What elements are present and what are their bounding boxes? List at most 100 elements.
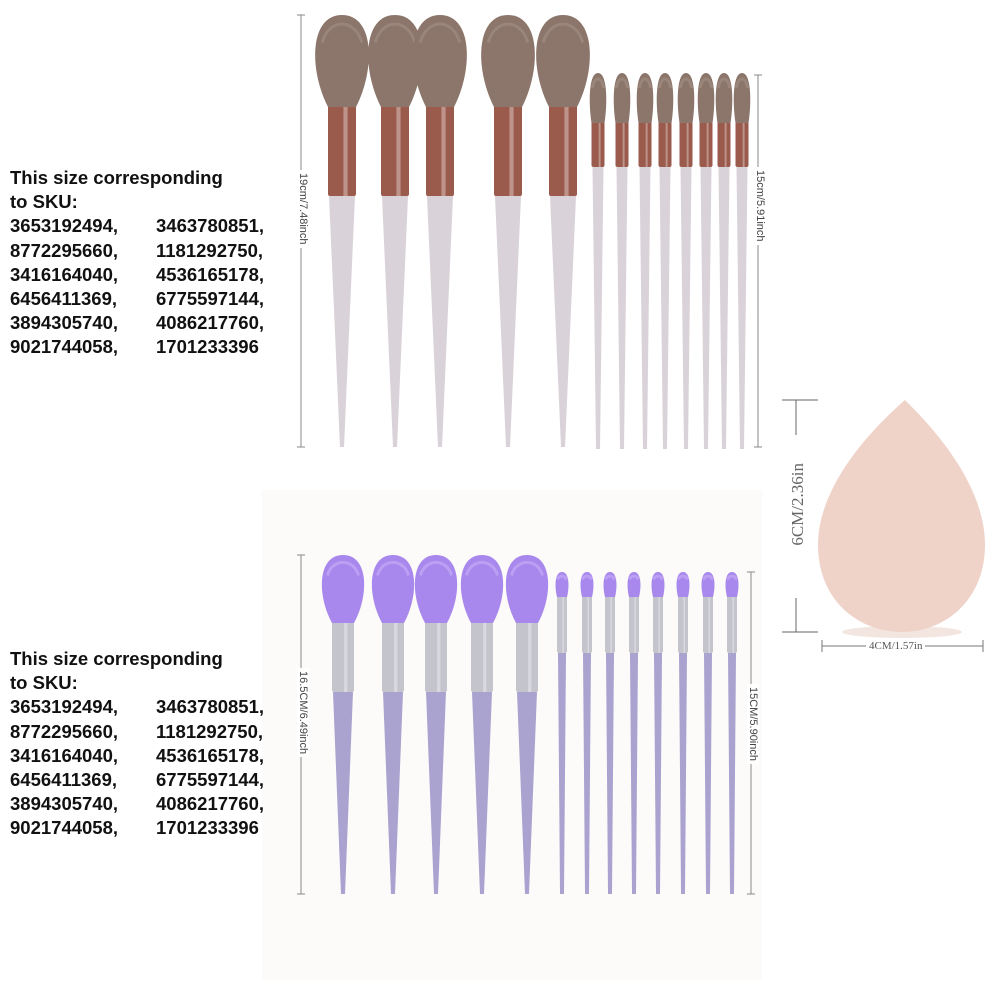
sku-row: 3416164040, 4536165178, <box>10 263 264 287</box>
brush-bristles <box>481 15 535 107</box>
ferrule-highlight <box>622 119 625 167</box>
sku-number: 6456411369, <box>10 769 118 791</box>
brush-handle <box>383 692 403 894</box>
ferrule-highlight <box>528 619 532 692</box>
bristle-highlight <box>677 574 689 581</box>
sponge-height-label: 6CM/2.36in <box>788 460 808 549</box>
large-brush <box>505 555 549 894</box>
sku-row: 6456411369, 6775597144, <box>10 768 264 792</box>
brush-ferrule <box>629 593 639 653</box>
brush-ferrule <box>591 119 605 167</box>
sku-number: 1181292750, <box>156 239 264 261</box>
brush-ferrule <box>679 119 693 167</box>
sku-row: 6456411369, 6775597144, <box>10 287 264 311</box>
small-brush <box>580 572 594 894</box>
sku-number: 8772295660, <box>10 720 119 742</box>
large-brush <box>368 15 422 447</box>
small-brush <box>725 572 739 894</box>
ferrule-highlight <box>437 619 441 692</box>
sku-number: 4086217760, <box>156 793 265 815</box>
ferrule-highlight <box>441 103 446 196</box>
brush-handle <box>679 653 687 894</box>
sku-number: 6775597144, <box>156 288 265 310</box>
sku-row: 3653192494, 3463780851, <box>10 695 264 719</box>
brush-handle <box>427 196 453 447</box>
small-brush-length-label: 15CM/5.90inch <box>747 684 759 764</box>
brush-ferrule <box>549 103 577 196</box>
bristle-highlight <box>716 77 732 89</box>
bristle-highlight <box>678 77 694 89</box>
small-brush <box>636 73 654 449</box>
ferrule-highlight <box>483 619 487 692</box>
bristle-highlight <box>726 574 738 581</box>
bristle-highlight <box>325 560 361 576</box>
ferrule-highlight <box>509 103 514 196</box>
ferrule-highlight <box>344 619 348 692</box>
brush-ferrule <box>703 593 713 653</box>
bristle-highlight <box>418 560 454 576</box>
small-brush <box>627 572 641 894</box>
sku-row: 8772295660, 1181292750, <box>10 239 264 263</box>
sku-number: 3463780851, <box>156 215 265 237</box>
brush-ferrule <box>658 119 672 167</box>
ferrule-highlight <box>683 593 685 653</box>
bristle-highlight <box>637 77 653 89</box>
bristle-highlight <box>614 77 630 89</box>
sku-row: 8772295660, 1181292750, <box>10 720 264 744</box>
brush-handle <box>700 167 712 449</box>
ferrule-highlight <box>598 119 601 167</box>
large-brush-length-label: 16.5CM/6.49inch <box>297 668 309 758</box>
brush-handle <box>592 167 604 449</box>
bristle-highlight <box>702 574 714 581</box>
sku-number: 1701233396 <box>156 336 259 358</box>
brush-handle <box>517 692 537 894</box>
sku-row: 9021744058, 1701233396 <box>10 816 264 840</box>
small-brush <box>676 572 690 894</box>
bristle-highlight <box>652 574 664 581</box>
brush-handle <box>495 196 521 447</box>
makeup-sponge <box>818 400 985 632</box>
brush-handle <box>718 167 730 449</box>
ferrule-highlight <box>665 119 668 167</box>
brush-handle <box>382 196 408 447</box>
brush-ferrule <box>605 593 615 653</box>
brush-bristles <box>505 555 549 623</box>
small-brush <box>715 73 733 449</box>
brush-bristles <box>536 15 590 107</box>
ferrule-highlight <box>610 593 612 653</box>
small-brush <box>589 73 607 449</box>
brush-ferrule <box>332 619 354 692</box>
large-brush <box>371 555 415 894</box>
brush-ferrule <box>638 119 652 167</box>
small-brush <box>697 73 715 449</box>
brush-ferrule <box>699 119 713 167</box>
ferrule-highlight <box>394 619 398 692</box>
brush-handle <box>583 653 591 894</box>
sku-row: 9021744058, 1701233396 <box>10 335 264 359</box>
ferrule-highlight <box>645 119 648 167</box>
small-brush-length-label: 15cm/5.91inch <box>754 167 766 245</box>
small-brush <box>656 73 674 449</box>
bristle-highlight <box>604 574 616 581</box>
sku-number: 1701233396 <box>156 817 259 839</box>
sku-heading: to SKU: <box>10 672 78 694</box>
bristle-highlight <box>698 77 714 89</box>
brush-handle <box>329 196 355 447</box>
brush-handle <box>606 653 614 894</box>
ferrule-highlight <box>732 593 734 653</box>
sku-number: 4086217760, <box>156 312 265 334</box>
small-brush <box>701 572 715 894</box>
sku-number: 3894305740, <box>10 793 119 815</box>
small-brush <box>555 572 569 894</box>
sponge-width-label: 4CM/1.57in <box>866 640 926 652</box>
bristle-highlight <box>734 77 750 89</box>
brush-bristles <box>315 15 369 107</box>
ferrule-highlight <box>724 119 727 167</box>
ferrule-highlight <box>686 119 689 167</box>
bristle-highlight <box>590 77 606 89</box>
ferrule-highlight <box>708 593 710 653</box>
brush-handle <box>704 653 712 894</box>
large-brush <box>315 15 369 447</box>
sku-number: 3416164040, <box>10 744 119 766</box>
brush-ferrule <box>615 119 629 167</box>
